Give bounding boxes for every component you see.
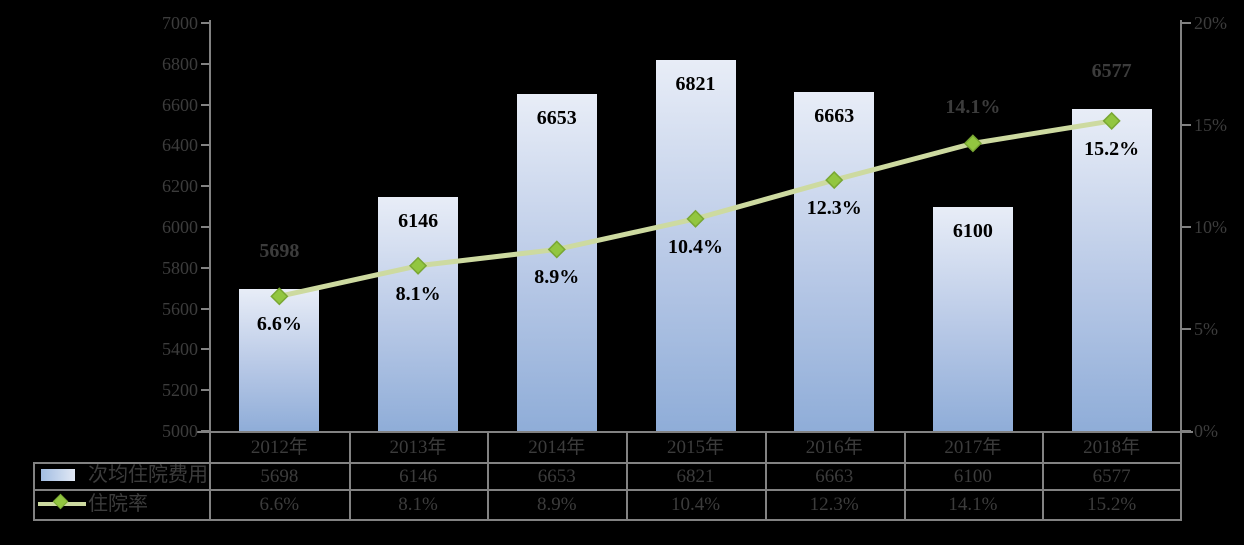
rate-value-label: 6.6% [256, 313, 302, 336]
left-axis-tick-label: 6400 [162, 135, 198, 156]
left-axis-tick-label: 5200 [162, 380, 198, 401]
table-cell-rate: 6.6% [259, 493, 300, 515]
table-cell-cost: 6821 [676, 466, 715, 487]
table-cell-cost: 6100 [953, 466, 992, 487]
table-cell-rate: 12.3% [809, 493, 859, 515]
table-cell-year: 2017年 [944, 437, 1002, 458]
left-axis-tick [201, 266, 210, 269]
bar-2012年 [239, 288, 320, 431]
right-percent-axis [1180, 20, 1182, 519]
right-axis-tick [1182, 328, 1191, 330]
left-axis-tick [201, 389, 210, 392]
table-cell-rate: 8.9% [536, 493, 577, 515]
right-axis-tick [1182, 226, 1191, 228]
table-cell-year: 2014年 [528, 437, 586, 458]
table-cell-rate: 15.2% [1087, 493, 1137, 515]
right-axis-tick-label: 15% [1194, 115, 1227, 135]
left-axis-tick [201, 144, 210, 147]
left-value-axis [209, 20, 211, 519]
left-axis-tick [201, 22, 210, 24]
rate-value-label: 8.1% [395, 282, 441, 305]
table-cell-year: 2015年 [666, 437, 724, 458]
table-col-border [764, 431, 767, 519]
left-axis-tick-label: 6600 [162, 94, 198, 115]
table-cell-year: 2013年 [389, 437, 447, 458]
bar-series-legend-swatch [41, 469, 75, 481]
table-row-border [33, 519, 1182, 521]
table-col-border [1042, 431, 1045, 519]
left-axis-tick [201, 307, 210, 310]
left-axis-tick-label: 6800 [162, 53, 198, 74]
left-axis-tick-label: 5000 [162, 421, 198, 441]
rate-value-label: 14.1% [945, 96, 1001, 119]
table-cell-cost: 6146 [399, 466, 438, 487]
table-col-border [487, 431, 490, 519]
right-axis-tick-label: 5% [1194, 319, 1218, 339]
table-cell-year: 2016年 [805, 437, 863, 458]
left-axis-tick-label: 5600 [162, 298, 198, 319]
right-axis-tick-label: 10% [1194, 217, 1227, 237]
table-cell-year: 2012年 [250, 437, 308, 458]
bar-series-legend-label: 次均住院费用 [88, 464, 208, 486]
bar-value-label: 6577 [1091, 60, 1132, 83]
right-axis-tick [1182, 22, 1191, 24]
left-axis-tick [201, 103, 210, 106]
bar-value-label: 6146 [398, 210, 439, 233]
left-axis-tick [201, 348, 210, 351]
line-series-legend-marker [52, 493, 69, 510]
right-axis-tick-label: 0% [1194, 421, 1218, 441]
table-col-border [626, 431, 629, 519]
table-cell-rate: 14.1% [948, 493, 998, 515]
table-cell-cost: 5698 [260, 466, 299, 487]
table-cell-year: 2018年 [1083, 437, 1141, 458]
rate-value-label: 8.9% [534, 266, 580, 289]
rate-value-label: 12.3% [806, 197, 862, 220]
table-col-border [903, 431, 906, 519]
x-axis-line [196, 431, 1193, 433]
bar-2013年 [378, 197, 459, 431]
bar-2014年 [516, 93, 597, 431]
bar-value-label: 6821 [675, 72, 716, 95]
left-axis-tick-label: 5800 [162, 257, 198, 278]
table-col-border [348, 431, 351, 519]
table-cell-cost: 6653 [537, 466, 576, 487]
left-axis-tick-label: 5400 [162, 339, 198, 360]
rate-value-label: 15.2% [1084, 137, 1140, 160]
table-row-border [33, 462, 1182, 464]
left-axis-tick-label: 7000 [162, 13, 198, 33]
bar-value-label: 6100 [952, 219, 993, 242]
table-left-border [33, 462, 35, 519]
left-axis-tick [201, 226, 210, 228]
line-series-legend-label: 住院率 [88, 493, 148, 515]
right-axis-tick [1182, 430, 1191, 432]
left-axis-tick [201, 62, 210, 65]
left-axis-tick-label: 6000 [162, 217, 198, 237]
table-cell-rate: 10.4% [670, 493, 721, 515]
bar-value-label: 5698 [259, 239, 300, 262]
table-cell-cost: 6663 [815, 466, 854, 487]
bar-value-label: 6653 [536, 106, 577, 129]
table-row-border [33, 488, 1182, 491]
table-cell-rate: 8.1% [398, 493, 438, 515]
right-axis-tick [1182, 124, 1191, 126]
diamond-marker [963, 134, 982, 153]
table-cell-cost: 6577 [1092, 466, 1131, 487]
rate-value-label: 10.4% [668, 235, 723, 258]
right-axis-tick-label: 20% [1194, 13, 1227, 33]
left-axis-tick [201, 185, 210, 188]
bar-2016年 [794, 91, 875, 431]
bar-value-label: 6663 [814, 104, 855, 127]
left-axis-tick [201, 430, 210, 432]
left-axis-tick-label: 6200 [162, 176, 198, 197]
